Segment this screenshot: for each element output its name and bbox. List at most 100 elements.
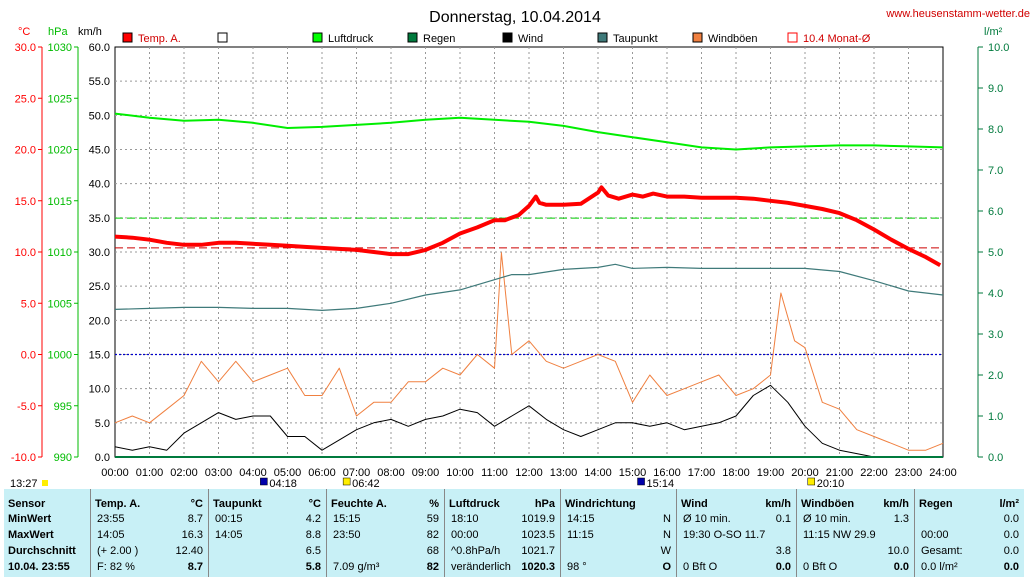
time-tick-label: 20:00 — [791, 467, 819, 479]
time-tick-label: 12:00 — [515, 467, 543, 479]
table-value: 0.0 — [1003, 513, 1019, 525]
legend-label: Windböen — [708, 33, 758, 45]
legend-item: 10.4 Monat-Ø — [787, 32, 871, 45]
pressure-tick-label: 1020 — [48, 145, 72, 157]
rain-tick-label: 0.0 — [988, 452, 1003, 464]
moon-set-label: 15:14 — [647, 478, 675, 489]
row-label: 10.04. 23:55 — [8, 561, 70, 573]
rain-tick-label: 3.0 — [988, 329, 1003, 341]
time-tick-label: 24:00 — [929, 467, 957, 479]
time-tick-label: 04:00 — [239, 467, 267, 479]
table-column: Luftdruck hPa 18:10 1019.9 00:00 1023.5 ^0.8hP… — [444, 489, 561, 577]
rain-tick-label: 4.0 — [988, 288, 1003, 300]
rain-tick-label: 8.0 — [988, 124, 1003, 136]
pressure-tick-label: 1000 — [48, 350, 72, 362]
speed-tick-label: 60.0 — [89, 42, 110, 54]
table-unit: % — [429, 498, 439, 510]
table-cell: (+ 2.00 ) — [97, 545, 139, 557]
table-value: 0.0 — [775, 561, 791, 573]
table-value: 0.0 — [1003, 561, 1019, 573]
table-cell: F: 82 % — [97, 561, 135, 573]
table-cell: 14:05 — [215, 529, 243, 541]
time-tick-label: 17:00 — [688, 467, 716, 479]
temp-tick-label: 30.0 — [15, 42, 36, 54]
table-column: Feuchte A.% 15:15 59 23:50 82 68 7.09 g/m³ 82 — [326, 489, 445, 577]
speed-tick-label: 55.0 — [89, 76, 110, 88]
table-cell: veränderlich — [451, 561, 511, 573]
table-cell: 7.09 g/m³ — [333, 561, 380, 573]
rain-tick-label: 6.0 — [988, 206, 1003, 218]
time-tick-label: 00:00 — [101, 467, 129, 479]
moon-rise-icon — [260, 477, 268, 486]
table-column: Wind km/h Ø 10 min. 0.1 19:30 O-SO 11.7 3.8 0 … — [676, 489, 797, 577]
speed-tick-label: 0.0 — [95, 452, 110, 464]
time-tick-label: 21:00 — [826, 467, 854, 479]
table-unit: hPa — [534, 498, 555, 510]
time-tick-label: 10:00 — [446, 467, 474, 479]
legend-swatch — [597, 32, 608, 43]
time-tick-label: 13:00 — [550, 467, 578, 479]
stats-table: Sensor MinWert MaxWert Durchschnitt 10.04. 2… — [4, 489, 1024, 577]
table-header: Regen — [919, 498, 953, 510]
table-value: 82 — [426, 529, 439, 541]
speed-tick-label: 20.0 — [89, 315, 110, 327]
legend-item: Regen — [407, 32, 455, 45]
sunset-icon — [807, 477, 815, 486]
table-value: 4.2 — [305, 513, 321, 525]
table-header: Taupunkt — [213, 498, 262, 510]
legend-swatch — [312, 32, 323, 43]
table-value: N — [663, 529, 671, 541]
time-tick-label: 02:00 — [170, 467, 198, 479]
legend-label: Taupunkt — [613, 33, 658, 45]
legend-item: Temp. A. — [122, 32, 181, 45]
speed-tick-label: 35.0 — [89, 213, 110, 225]
legend-swatch — [502, 32, 513, 43]
pressure-tick-label: 1005 — [48, 298, 72, 310]
time-tick-label: 16:00 — [653, 467, 681, 479]
pressure-tick-label: 1030 — [48, 42, 72, 54]
unit-temp: °C — [18, 26, 30, 38]
left-time-label: 13:27 — [10, 478, 38, 489]
speed-tick-label: 15.0 — [89, 350, 110, 362]
table-value: 1020.3 — [521, 561, 555, 573]
legend-item — [217, 32, 228, 43]
grid — [115, 47, 943, 457]
temp-series-line — [114, 185, 942, 268]
legend-item: Windböen — [692, 32, 758, 45]
site-link[interactable]: www.heusenstamm-wetter.de — [885, 8, 1030, 20]
time-tick-label: 22:00 — [860, 467, 888, 479]
status-bar — [0, 577, 1034, 587]
table-header: Windrichtung — [565, 498, 636, 510]
time-tick-label: 11:00 — [481, 467, 508, 479]
time-tick-label: 03:00 — [205, 467, 233, 479]
table-cell: 0 Bft O — [803, 561, 838, 573]
table-cell: 00:00 — [921, 529, 949, 541]
table-value: O — [662, 561, 671, 573]
speed-tick-label: 25.0 — [89, 281, 110, 293]
time-tick-label: 05:00 — [274, 467, 302, 479]
weather-chart: Donnerstag, 10.04.2014 www.heusenstamm-w… — [10, 8, 1030, 489]
table-cell: Ø 10 min. — [683, 513, 731, 525]
table-unit: km/h — [765, 498, 791, 510]
table-value: 1021.7 — [521, 545, 555, 557]
legend-swatch — [407, 32, 418, 43]
table-value: 8.7 — [187, 561, 203, 573]
table-cell: ^0.8hPa/h — [451, 545, 501, 557]
table-value: 0.1 — [775, 513, 791, 525]
table-header: Temp. A. — [95, 498, 141, 510]
moon-rise-label: 04:18 — [269, 478, 297, 489]
table-cell: 00:00 — [451, 529, 479, 541]
legend-swatch — [787, 32, 798, 43]
table-cell: Ø 10 min. — [803, 513, 851, 525]
wind-series-line — [114, 384, 875, 458]
time-markers: 13:27 04:18 06:42 15:14 20:10 — [10, 477, 844, 489]
rain-tick-label: 5.0 — [988, 247, 1003, 259]
table-cell: 98 ° — [567, 561, 587, 573]
time-tick-label: 08:00 — [377, 467, 405, 479]
legend-swatch — [122, 32, 133, 43]
table-value: 0.0 — [1003, 545, 1019, 557]
speed-tick-label: 45.0 — [89, 145, 110, 157]
table-value: 5.8 — [305, 561, 321, 573]
row-label: MaxWert — [8, 529, 54, 541]
speed-tick-label: 30.0 — [89, 247, 110, 259]
